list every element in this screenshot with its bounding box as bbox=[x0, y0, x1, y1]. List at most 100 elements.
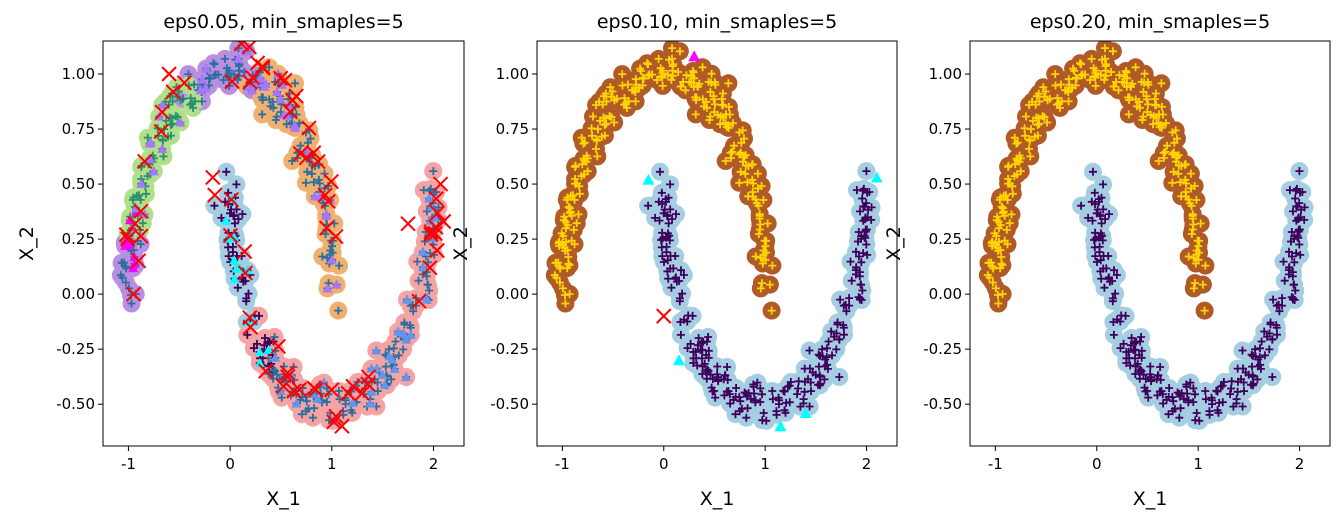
noise-point bbox=[272, 70, 289, 86]
core-point bbox=[855, 295, 864, 304]
core-point bbox=[1033, 131, 1042, 140]
core-point bbox=[167, 131, 175, 140]
core-point bbox=[1212, 386, 1221, 395]
core-point bbox=[997, 259, 1006, 268]
core-point bbox=[1186, 169, 1195, 178]
noise-point bbox=[165, 84, 181, 100]
core-point bbox=[1135, 374, 1144, 383]
border-point bbox=[271, 86, 282, 96]
core-point bbox=[862, 199, 871, 208]
core-point bbox=[295, 119, 304, 128]
core-point bbox=[707, 78, 716, 87]
core-point bbox=[309, 178, 318, 187]
core-point bbox=[1120, 78, 1129, 87]
noise-point bbox=[291, 381, 308, 398]
y-tick-label: 0.00 bbox=[496, 285, 529, 303]
core-point bbox=[564, 253, 573, 261]
core-point bbox=[657, 236, 666, 244]
core-point bbox=[1102, 60, 1111, 69]
core-point bbox=[678, 289, 687, 298]
core-point bbox=[994, 299, 1003, 308]
noise-point bbox=[236, 243, 253, 260]
noise-point bbox=[161, 66, 177, 82]
core-point bbox=[703, 365, 712, 374]
core-point bbox=[758, 416, 767, 425]
core-point bbox=[858, 286, 867, 295]
core-point bbox=[168, 97, 177, 106]
noise-point bbox=[656, 308, 672, 324]
core-markers bbox=[550, 44, 876, 425]
core-point bbox=[1112, 271, 1121, 279]
core-point bbox=[1151, 95, 1159, 104]
core-point bbox=[736, 148, 745, 157]
core-point bbox=[1137, 367, 1146, 375]
core-point bbox=[704, 367, 713, 375]
core-point bbox=[257, 93, 266, 102]
core-point bbox=[1218, 381, 1227, 390]
core-point bbox=[748, 160, 757, 169]
core-point bbox=[303, 167, 312, 176]
core-point bbox=[664, 219, 673, 228]
noise-point bbox=[237, 265, 254, 281]
core-point bbox=[741, 169, 750, 178]
noise-point bbox=[411, 293, 427, 309]
core-point bbox=[780, 406, 789, 415]
core-point bbox=[1144, 80, 1153, 89]
core-point bbox=[1177, 389, 1186, 398]
core-point bbox=[1096, 256, 1105, 265]
core-point bbox=[269, 374, 278, 383]
core-point bbox=[741, 161, 750, 170]
core-point bbox=[1051, 81, 1060, 90]
core-point bbox=[690, 74, 698, 83]
core-point bbox=[865, 188, 874, 196]
border-point bbox=[144, 138, 155, 148]
core-point bbox=[205, 73, 214, 82]
core-point bbox=[1146, 370, 1155, 379]
core-point bbox=[230, 211, 238, 220]
core-point bbox=[818, 352, 827, 361]
core-point bbox=[128, 195, 137, 204]
noise-point bbox=[423, 226, 439, 243]
core-point bbox=[242, 294, 251, 303]
border-point bbox=[124, 240, 135, 250]
plot-area bbox=[545, 41, 883, 432]
x-tick-label: -1 bbox=[121, 455, 136, 473]
core-point bbox=[668, 44, 676, 53]
core-point bbox=[1039, 83, 1048, 92]
y-tick-label: -0.50 bbox=[923, 395, 962, 413]
core-point bbox=[1256, 360, 1265, 369]
core-point bbox=[1136, 365, 1145, 374]
core-point bbox=[168, 119, 177, 128]
y-axis-label: X_2 bbox=[16, 226, 38, 261]
axes-frame bbox=[102, 40, 465, 447]
core-point bbox=[384, 345, 393, 354]
y-tick-label: 0.25 bbox=[62, 230, 95, 248]
noise-point bbox=[340, 385, 356, 402]
core-point bbox=[120, 258, 129, 267]
core-point bbox=[1176, 178, 1185, 187]
core-point bbox=[1273, 330, 1281, 339]
core-point bbox=[1165, 384, 1174, 392]
core-point bbox=[724, 102, 733, 111]
core-point bbox=[706, 87, 715, 96]
core-point bbox=[136, 195, 145, 204]
core-point bbox=[992, 241, 1001, 250]
core-point bbox=[1181, 160, 1190, 169]
x-tick-label: 2 bbox=[862, 455, 872, 473]
core-point bbox=[704, 346, 713, 355]
core-point bbox=[575, 189, 584, 198]
core-point bbox=[636, 64, 645, 73]
core-point bbox=[744, 389, 753, 398]
y-tick-label: 0.25 bbox=[929, 230, 962, 248]
core-point bbox=[669, 264, 678, 273]
core-point bbox=[143, 133, 152, 142]
core-point bbox=[1291, 286, 1300, 295]
core-point bbox=[1109, 82, 1118, 91]
core-point bbox=[1063, 86, 1072, 95]
noise-point bbox=[328, 228, 344, 245]
core-point bbox=[1182, 179, 1191, 188]
core-point bbox=[800, 364, 809, 373]
core-point bbox=[1173, 153, 1181, 162]
core-point bbox=[702, 351, 711, 359]
core-point bbox=[1091, 81, 1100, 90]
